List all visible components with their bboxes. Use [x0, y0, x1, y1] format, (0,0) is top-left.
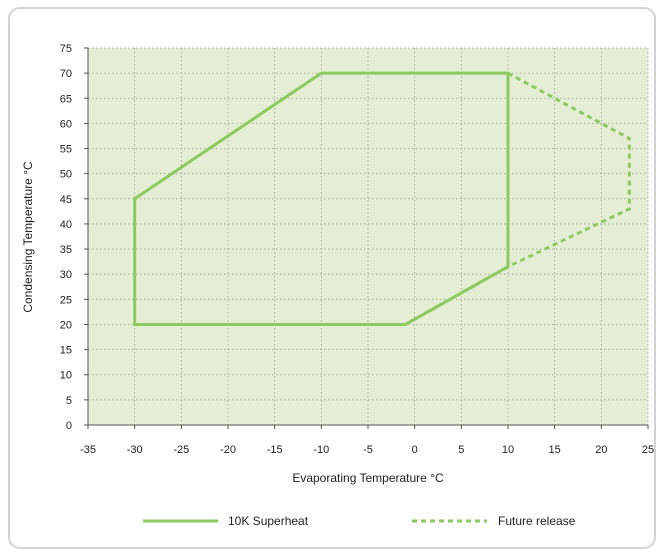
- series-lines: [133, 71, 631, 326]
- series-future-release: [507, 71, 631, 269]
- y-tick-label: 30: [60, 269, 72, 281]
- y-tick-label: 55: [60, 144, 72, 156]
- x-tick-label: -35: [80, 444, 96, 456]
- legend: 10K Superheat Future release: [143, 514, 576, 528]
- y-tick-label: 0: [66, 420, 72, 432]
- grid-lines: [87, 47, 649, 426]
- y-tick-label: 10: [60, 370, 72, 382]
- y-axis-label: Condensing Temperature °C: [21, 161, 35, 313]
- y-tick-label: 75: [60, 43, 72, 55]
- y-tick-label: 40: [60, 219, 72, 231]
- y-tick-label: 35: [60, 244, 72, 256]
- legend-label: Future release: [498, 514, 576, 528]
- legend-label: 10K Superheat: [228, 514, 309, 528]
- x-tick-label: 20: [595, 444, 607, 456]
- x-axis-label: Evaporating Temperature °C: [292, 471, 444, 485]
- y-tick-labels: 0 5 10 15 20 25 30 35 40 45 50 55 60 65 70 75: [60, 43, 88, 432]
- y-tick-label: 65: [60, 93, 72, 105]
- x-tick-label: 15: [549, 444, 561, 456]
- x-tick-label: -10: [313, 444, 329, 456]
- x-tick-label: 0: [412, 444, 418, 456]
- x-tick-label: -5: [363, 444, 373, 456]
- y-tick-label: 70: [60, 68, 72, 80]
- x-tick-label: -20: [220, 444, 236, 456]
- x-tick-label: 5: [458, 444, 464, 456]
- x-tick-label: -25: [173, 444, 189, 456]
- x-tick-label: -30: [127, 444, 143, 456]
- x-tick-label: 10: [502, 444, 514, 456]
- x-tick-labels: -35 -30 -25 -20 -15 -10 -5 0 5 10 15 20 25: [80, 425, 654, 456]
- y-tick-label: 20: [60, 319, 72, 331]
- y-tick-label: 60: [60, 118, 72, 130]
- y-tick-label: 15: [60, 345, 72, 357]
- x-tick-label: -15: [267, 444, 283, 456]
- y-tick-label: 25: [60, 294, 72, 306]
- y-tick-label: 50: [60, 169, 72, 181]
- y-tick-label: 45: [60, 194, 72, 206]
- y-tick-label: 5: [66, 395, 72, 407]
- x-tick-label: 25: [642, 444, 654, 456]
